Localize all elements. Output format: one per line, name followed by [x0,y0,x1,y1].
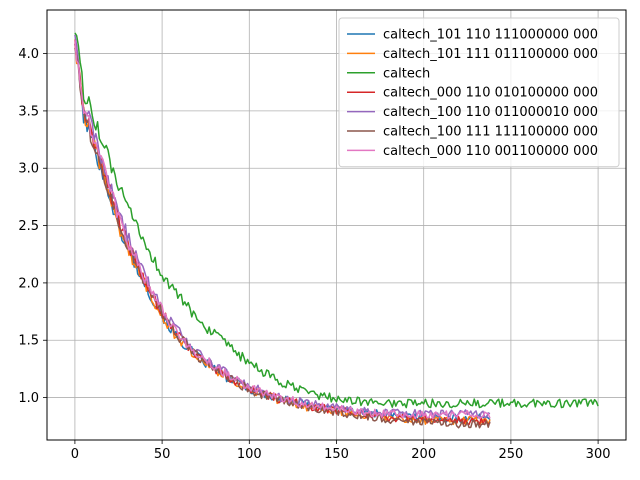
legend-label: caltech_101 111 011100000 000 [383,47,598,62]
x-axis: 0 50 100 150 200 250 300 [71,440,611,462]
series-line [74,40,491,420]
y-tick-label: 4.0 [18,47,39,62]
x-tick-label: 300 [586,447,611,462]
x-tick-label: 0 [71,447,79,462]
legend-label: caltech_000 110 001100000 000 [383,144,598,159]
x-tick-label: 50 [154,447,171,462]
x-tick-label: 150 [324,447,349,462]
x-tick-label: 200 [411,447,436,462]
legend-label: caltech_100 110 011000010 000 [383,105,598,120]
legend: caltech_101 110 111000000 000 caltech_101… [338,17,620,168]
legend-label: caltech_000 110 010100000 000 [383,86,598,101]
y-tick-label: 1.0 [18,391,39,406]
legend-label: caltech [383,66,430,81]
y-tick-label: 3.5 [18,104,39,119]
x-tick-label: 250 [498,447,523,462]
series-line [74,32,599,409]
legend-box [338,17,620,168]
y-tick-label: 2.0 [18,276,39,291]
legend-label: caltech_100 111 111100000 000 [383,125,598,140]
series-lines [74,32,599,429]
y-tick-label: 1.5 [18,334,39,349]
y-tick-label: 2.5 [18,219,39,234]
y-axis: 1.0 1.5 2.0 2.5 3.0 3.5 4.0 [18,47,47,406]
y-tick-label: 3.0 [18,162,39,177]
x-tick-label: 100 [237,447,262,462]
legend-label: caltech_101 110 111000000 000 [383,28,598,43]
